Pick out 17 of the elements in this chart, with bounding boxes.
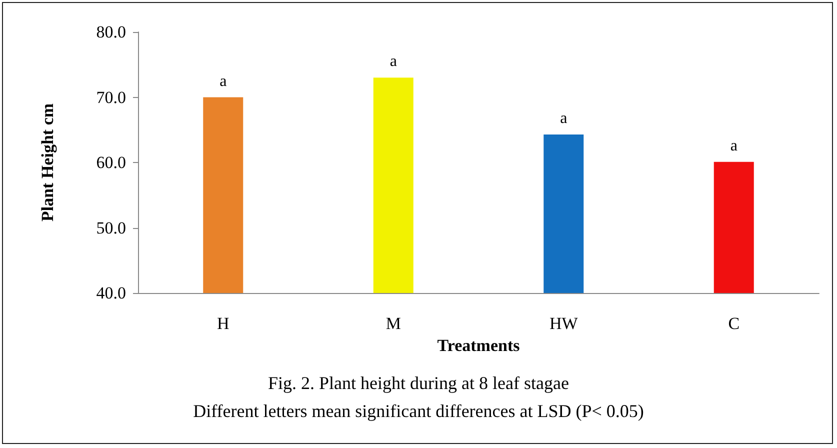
y-axis-title: Plant Height cm — [38, 103, 57, 222]
caption: Fig. 2. Plant height during at 8 leaf stagae — [268, 373, 569, 393]
x-tick-label: H — [216, 314, 230, 333]
y-tick-label: 60.0 — [96, 153, 126, 172]
x-tick-label: C — [728, 314, 740, 333]
x-tick-label: M — [386, 314, 401, 333]
data-label: a — [730, 137, 738, 154]
x-tick-label: HW — [549, 314, 579, 333]
y-tick-label: 80.0 — [96, 22, 126, 42]
y-tick-label: 40.0 — [96, 284, 126, 302]
data-label: a — [220, 72, 227, 90]
y-tick-label: 50.0 — [96, 218, 126, 238]
data-label: a — [560, 110, 568, 127]
text: Different letters mean significant differences at LSD (P< 0.05) — [193, 401, 644, 421]
data-label: a — [390, 53, 397, 70]
y-tick-label: 70.0 — [96, 88, 126, 107]
x-axis-title: Treatments — [437, 336, 520, 355]
